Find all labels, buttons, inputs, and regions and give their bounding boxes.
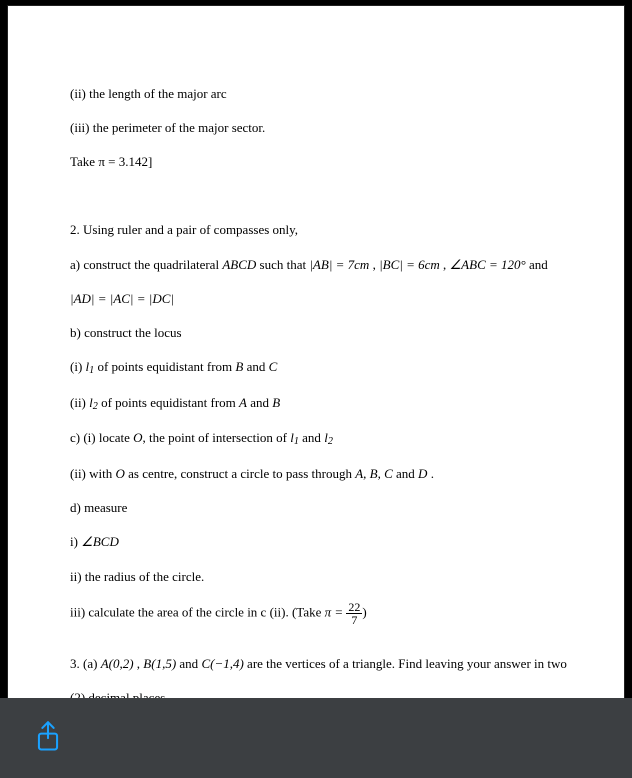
- math: O: [116, 466, 125, 481]
- text: and: [299, 430, 324, 445]
- numerator: 22: [346, 601, 362, 614]
- text: c) (i) locate: [70, 430, 133, 445]
- text: and: [247, 395, 272, 410]
- text: ,: [369, 257, 379, 272]
- bottom-toolbar: [0, 698, 632, 778]
- text: and: [393, 466, 418, 481]
- viewport: (ii) the length of the major arc (iii) t…: [0, 0, 632, 778]
- share-button[interactable]: [34, 720, 64, 756]
- spacer: [70, 186, 584, 220]
- q2-b: b) construct the locus: [70, 323, 584, 343]
- q3-a: 3. (a) A(0,2) , B(1,5) and C(−1,4) are t…: [70, 654, 584, 674]
- math: O: [133, 430, 142, 445]
- q1-take-pi: Take π = 3.142]: [70, 152, 584, 172]
- math: C(−1,4): [201, 656, 243, 671]
- math: A, B, C: [355, 466, 393, 481]
- q2-a: a) construct the quadrilateral ABCD such…: [70, 255, 584, 275]
- math: ABCD: [222, 257, 256, 272]
- q2-d-ii: ii) the radius of the circle.: [70, 567, 584, 587]
- text: (i): [70, 359, 86, 374]
- math: A(0,2): [101, 656, 134, 671]
- math: ∠ABC = 120°: [450, 257, 526, 272]
- fraction: 227: [346, 601, 362, 626]
- text: ): [362, 604, 366, 619]
- q2-lead: 2. Using ruler and a pair of compasses o…: [70, 220, 584, 240]
- math: A: [239, 395, 247, 410]
- q2-c-i: c) (i) locate O, the point of intersecti…: [70, 428, 584, 450]
- page-content: (ii) the length of the major arc (iii) t…: [70, 84, 584, 698]
- document-page: (ii) the length of the major arc (iii) t…: [8, 6, 624, 698]
- text: such that: [256, 257, 309, 272]
- math: C: [269, 359, 278, 374]
- q3-a-line2: (2) decimal places: [70, 688, 584, 698]
- text: of points equidistant from: [98, 395, 239, 410]
- text: a) construct the quadrilateral: [70, 257, 222, 272]
- text: i): [70, 534, 81, 549]
- text: ,: [440, 257, 450, 272]
- text: and: [243, 359, 268, 374]
- math: |AB| = 7cm: [309, 257, 369, 272]
- math: |BC| = 6cm: [379, 257, 440, 272]
- math: B: [272, 395, 280, 410]
- text: ,: [134, 656, 144, 671]
- q2-a-line2: |AD| = |AC| = |DC|: [70, 289, 584, 309]
- q2-c-ii: (ii) with O as centre, construct a circl…: [70, 464, 584, 484]
- q2-d-i: i) ∠BCD: [70, 532, 584, 552]
- text: of points equidistant from: [94, 359, 235, 374]
- text: .: [427, 466, 434, 481]
- q2-b-ii: (ii) l2 of points equidistant from A and…: [70, 393, 584, 415]
- math: l2: [324, 430, 333, 445]
- math: B(1,5): [143, 656, 176, 671]
- denominator: 7: [346, 614, 362, 626]
- q2-b-i: (i) l1 of points equidistant from B and …: [70, 357, 584, 379]
- text: (ii): [70, 395, 89, 410]
- text: 3. (a): [70, 656, 101, 671]
- math: l1: [86, 359, 95, 374]
- text: as centre, construct a circle to pass th…: [125, 466, 355, 481]
- math: ∠BCD: [81, 534, 119, 549]
- q1-iii: (iii) the perimeter of the major sector.: [70, 118, 584, 138]
- text: and: [526, 257, 548, 272]
- text: , the point of intersection of: [143, 430, 291, 445]
- math: l1: [290, 430, 299, 445]
- share-icon: [34, 720, 62, 754]
- text: are the vertices of a triangle. Find lea…: [244, 656, 567, 671]
- text: iii) calculate the area of the circle in…: [70, 604, 325, 619]
- q2-d-iii: iii) calculate the area of the circle in…: [70, 601, 584, 626]
- math: l2: [89, 395, 98, 410]
- text: and: [176, 656, 201, 671]
- math: |AD| = |AC| = |DC|: [70, 291, 174, 306]
- math: π =: [325, 604, 344, 619]
- q1-ii: (ii) the length of the major arc: [70, 84, 584, 104]
- spacer: [70, 640, 584, 654]
- q2-d: d) measure: [70, 498, 584, 518]
- text: (ii) with: [70, 466, 116, 481]
